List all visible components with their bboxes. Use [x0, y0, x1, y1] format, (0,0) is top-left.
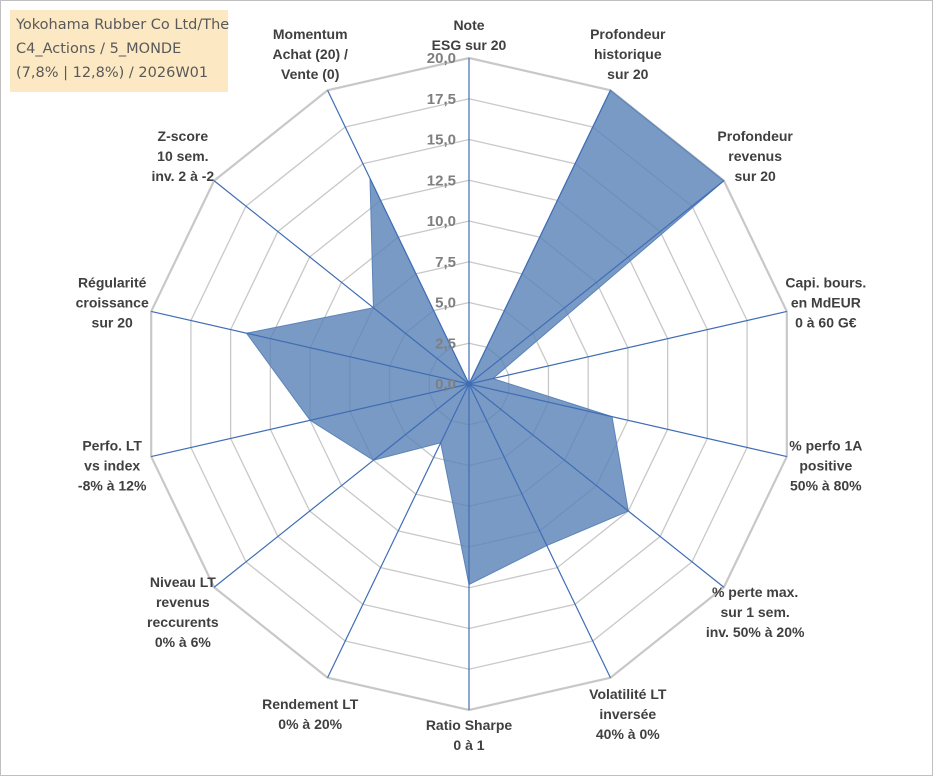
axis-label-12-line-2: inv. 2 à -2: [151, 168, 214, 184]
axis-label-4: % perfo 1A positive 50% à 80%: [789, 437, 862, 493]
axis-label-2-line-0: Profondeur: [717, 128, 793, 144]
title-line-1: Yokohama Rubber Co Ltd/The: [16, 17, 230, 33]
axis-label-11-line-1: croissance: [76, 295, 149, 311]
axis-label-7: Ratio Sharpe 0 à 1: [426, 717, 513, 753]
axis-label-3-line-1: en MdEUR: [791, 295, 861, 311]
axis-label-13-line-0: Momentum: [273, 26, 348, 42]
axis-label-6-line-0: Volatilité LT: [589, 686, 667, 702]
axis-label-4-line-1: positive: [799, 457, 852, 473]
axis-label-13-line-1: Achat (20) /: [272, 46, 348, 62]
axis-spoke-1: [468, 90, 611, 385]
axis-label-13-line-2: Vente (0): [281, 66, 339, 82]
axis-spoke-13: [327, 90, 470, 385]
axis-label-10: Perfo. LT vs index -8% à 12%: [78, 437, 147, 493]
axis-label-11: Régularité croissance sur 20: [76, 275, 149, 331]
axis-label-2-line-2: sur 20: [735, 168, 776, 184]
axis-spoke-4: [468, 383, 787, 458]
axis-label-6: Volatilité LT inversée 40% à 0%: [589, 686, 667, 742]
axis-label-0-line-1: ESG sur 20: [432, 37, 507, 53]
axis-label-5-line-1: sur 1 sem.: [721, 604, 790, 620]
axis-label-9-line-1: revenus: [156, 594, 210, 610]
axis-label-1: Profondeur historique sur 20: [590, 26, 666, 82]
tick-label-5: 12,5: [427, 172, 456, 189]
axis-label-9: Niveau LT revenus reccurents 0% à 6%: [147, 574, 219, 650]
chart-title-box: Yokohama Rubber Co Ltd/The C4_Actions / …: [10, 10, 230, 92]
axis-label-8-line-1: 0% à 20%: [278, 716, 342, 732]
axis-label-12-line-0: Z-score: [158, 128, 209, 144]
title-line-3: (7,8% | 12,8%) / 2026W01: [16, 65, 209, 81]
axis-label-9-line-3: 0% à 6%: [155, 634, 212, 650]
axis-label-1-line-1: historique: [594, 46, 662, 62]
tick-label-4: 10,0: [427, 213, 456, 230]
axis-label-4-line-2: 50% à 80%: [790, 477, 862, 493]
axis-label-3-line-2: 0 à 60 G€: [795, 315, 857, 331]
tick-label-3: 7,5: [435, 254, 456, 271]
axis-spoke-10: [151, 383, 470, 458]
axis-label-11-line-2: sur 20: [92, 315, 133, 331]
axis-label-5-line-0: % perte max.: [712, 584, 798, 600]
axis-label-6-line-2: 40% à 0%: [596, 726, 660, 742]
axis-label-2-line-1: revenus: [728, 148, 782, 164]
axis-spoke-2: [468, 180, 725, 385]
tick-label-1: 2,5: [435, 335, 456, 352]
axis-label-0: Note ESG sur 20: [432, 17, 507, 53]
axis-label-3: Capi. bours. en MdEUR 0 à 60 G€: [785, 275, 866, 331]
axis-label-10-line-2: -8% à 12%: [78, 477, 147, 493]
axis-spoke-12: [213, 180, 470, 385]
axis-label-9-line-2: reccurents: [147, 614, 219, 630]
axis-label-9-line-0: Niveau LT: [150, 574, 216, 590]
axis-spoke-5: [468, 383, 725, 588]
axis-label-8-line-0: Rendement LT: [262, 696, 359, 712]
axis-label-2: Profondeur revenus sur 20: [717, 128, 793, 184]
axis-label-10-line-1: vs index: [84, 457, 140, 473]
series-area-0: [245, 89, 725, 586]
tick-label-6: 15,0: [427, 132, 456, 149]
axis-label-5: % perte max. sur 1 sem. inv. 50% à 20%: [706, 584, 805, 640]
axis-label-7-line-0: Ratio Sharpe: [426, 717, 513, 733]
axis-label-5-line-2: inv. 50% à 20%: [706, 624, 805, 640]
tick-label-8: 20,0: [427, 50, 456, 67]
axis-label-11-line-0: Régularité: [78, 275, 147, 291]
axis-spoke-11: [151, 310, 470, 385]
axis-spoke-9: [213, 383, 470, 588]
axis-label-1-line-0: Profondeur: [590, 26, 666, 42]
axis-label-1-line-2: sur 20: [607, 66, 648, 82]
axis-label-10-line-0: Perfo. LT: [82, 437, 142, 453]
tick-label-2: 5,0: [435, 295, 456, 312]
axis-spoke-8: [327, 383, 470, 678]
axis-label-12: Z-score 10 sem. inv. 2 à -2: [151, 128, 214, 184]
axis-label-6-line-1: inversée: [599, 706, 656, 722]
axis-label-0-line-0: Note: [453, 17, 484, 33]
axis-spoke-3: [468, 310, 787, 385]
axis-label-12-line-1: 10 sem.: [157, 148, 208, 164]
axis-label-4-line-0: % perfo 1A: [789, 437, 862, 453]
axis-label-3-line-0: Capi. bours.: [785, 275, 866, 291]
axis-label-8: Rendement LT 0% à 20%: [262, 696, 359, 732]
tick-label-0: 0,0: [435, 376, 456, 393]
axis-label-7-line-1: 0 à 1: [453, 737, 484, 753]
title-line-2: C4_Actions / 5_MONDE: [16, 41, 182, 57]
axis-spoke-6: [468, 383, 611, 678]
tick-label-7: 17,5: [427, 91, 456, 108]
axis-label-13: Momentum Achat (20) / Vente (0): [272, 26, 348, 82]
